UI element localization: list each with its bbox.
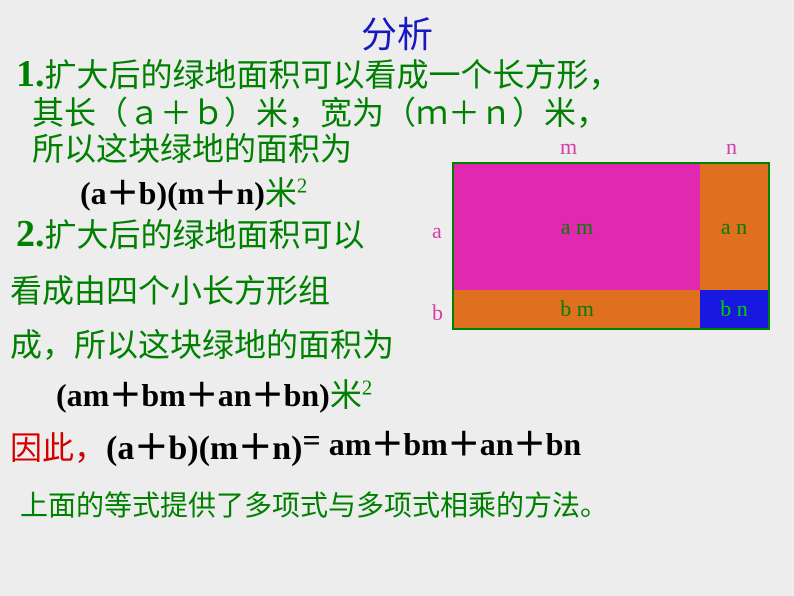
expression-1: (a＋b)(m＋n)米2 <box>80 168 307 214</box>
expr2-sup: 2 <box>362 376 372 399</box>
lhs: (a＋b)(m＋n) <box>106 430 302 467</box>
cell-an: a n <box>700 162 770 292</box>
expr2-unit: 米 <box>330 377 362 413</box>
label-m: m <box>560 134 577 160</box>
num-2: 2. <box>16 213 45 255</box>
cell-bm: b m <box>452 290 702 330</box>
equals: = <box>302 422 320 458</box>
text-4b: 扩大后的绿地面积可以 <box>45 217 365 253</box>
paragraph-3: 所以这块绿地的面积为 <box>32 124 352 170</box>
method-summary: 上面的等式提供了多项式与多项式相乘的方法。 <box>20 484 608 524</box>
paragraph-4: 2.扩大后的绿地面积可以 <box>16 210 365 256</box>
expr1-math: (a＋b)(m＋n) <box>80 175 265 211</box>
expr1-unit: 米 <box>265 175 297 211</box>
paragraph-6: 成，所以这块绿地的面积为 <box>10 320 394 366</box>
label-a: a <box>432 218 442 244</box>
rhs: am＋bm＋an＋bn <box>329 426 582 462</box>
cell-bn: b n <box>700 290 770 330</box>
expr2-math: (am＋bm＋an＋bn) <box>56 377 330 413</box>
expr1-sup: 2 <box>297 174 307 197</box>
therefore-text: 因此， <box>10 430 106 466</box>
paragraph-5: 看成由四个小长方形组 <box>10 266 330 312</box>
cell-am: a m <box>452 162 702 292</box>
label-n: n <box>726 134 737 160</box>
conclusion-line: 因此，(a＋b)(m＋n)= am＋bm＋an＋bn <box>10 420 581 469</box>
label-b: b <box>432 300 443 326</box>
expression-2: (am＋bm＋an＋bn)米2 <box>56 370 372 416</box>
rectangle-diagram: m n a b a m a n b m b n <box>430 140 775 355</box>
